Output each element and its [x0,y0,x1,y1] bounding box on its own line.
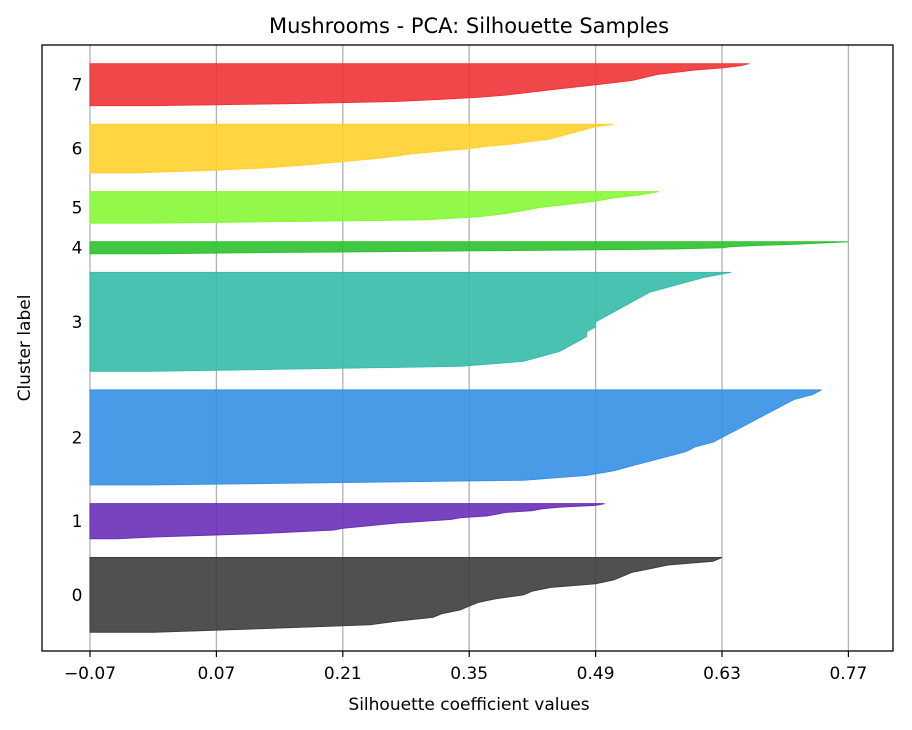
cluster-label-7: 7 [72,76,83,96]
cluster-area-3 [89,271,732,372]
x-tick-label: 0.63 [703,664,741,684]
x-tick-label: −0.07 [64,664,116,684]
x-axis-ticks: −0.07 0.07 0.21 0.35 0.49 0.63 0.77 [64,651,867,684]
chart-title: Mushrooms - PCA: Silhouette Samples [269,14,669,38]
x-tick-label: 0.21 [324,664,362,684]
cluster-label-3: 3 [72,313,83,333]
y-axis-label: Cluster label [15,295,35,402]
cluster-area-2 [89,389,822,486]
cluster-area-1 [89,503,605,540]
cluster-label-5: 5 [72,198,83,218]
cluster-label-6: 6 [72,140,83,160]
x-tick-label: 0.77 [829,664,867,684]
plot-frame [41,44,894,652]
x-tick-label: 0.35 [450,664,488,684]
cluster-areas [89,63,849,633]
y-axis-cluster-labels: 0 1 2 3 4 5 6 7 [72,76,83,606]
cluster-area-6 [89,123,614,174]
cluster-area-0 [89,557,723,633]
x-tick-label: 0.49 [577,664,615,684]
x-axis-label: Silhouette coefficient values [348,695,589,715]
cluster-area-4 [89,241,849,255]
cluster-label-0: 0 [72,586,83,606]
cluster-area-7 [89,63,750,107]
x-tick-label: 0.07 [197,664,235,684]
cluster-label-4: 4 [72,239,83,259]
cluster-area-5 [89,191,659,224]
cluster-label-2: 2 [72,428,83,448]
cluster-label-1: 1 [72,512,83,532]
